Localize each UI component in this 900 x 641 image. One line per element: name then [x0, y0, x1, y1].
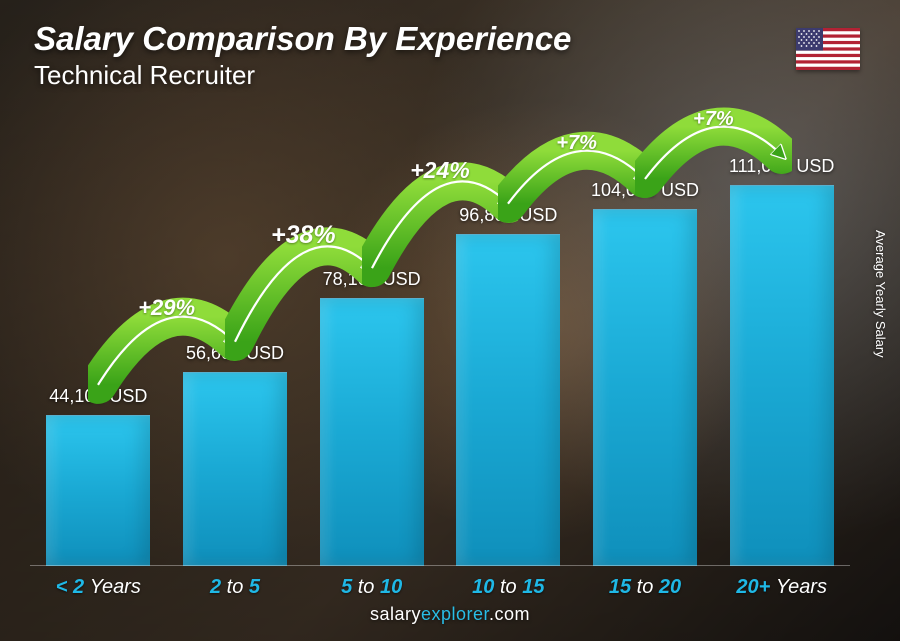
bar-value-label: 104,000 USD — [577, 180, 714, 201]
page-subtitle: Technical Recruiter — [34, 60, 255, 91]
bar-value-label: 78,100 USD — [303, 269, 440, 290]
chart-container: Salary Comparison By Experience Technica… — [0, 0, 900, 641]
xaxis-tick: 20+ Years — [713, 566, 850, 599]
xaxis-tick: 10 to 15 — [440, 566, 577, 599]
bar-value-label: 96,800 USD — [440, 205, 577, 226]
bar-chart: 44,100 USD< 2 Years56,600 USD2 to 578,10… — [30, 120, 850, 566]
footer-suffix: .com — [489, 604, 530, 624]
chart-baseline — [30, 565, 850, 566]
bar-group: 104,000 USD15 to 20 — [577, 120, 714, 566]
footer-accent: explorer — [421, 604, 489, 624]
xaxis-tick: 2 to 5 — [167, 566, 304, 599]
page-title: Salary Comparison By Experience — [34, 20, 571, 58]
bar — [730, 185, 834, 566]
xaxis-tick: 15 to 20 — [577, 566, 714, 599]
bar — [593, 209, 697, 566]
bar — [320, 298, 424, 566]
bar — [183, 372, 287, 566]
bar-value-label: 56,600 USD — [167, 343, 304, 364]
xaxis-tick: 5 to 10 — [303, 566, 440, 599]
bar-group: 111,000 USD20+ Years — [713, 120, 850, 566]
flag-icon — [796, 28, 860, 70]
bar-value-label: 44,100 USD — [30, 386, 167, 407]
footer-attribution: salaryexplorer.com — [0, 604, 900, 625]
footer-prefix: salary — [370, 604, 421, 624]
yaxis-label: Average Yearly Salary — [873, 230, 888, 358]
bar-group: 78,100 USD5 to 10 — [303, 120, 440, 566]
bar — [46, 415, 150, 566]
bar-value-label: 111,000 USD — [713, 156, 850, 177]
bar-group: 96,800 USD10 to 15 — [440, 120, 577, 566]
bar-group: 56,600 USD2 to 5 — [167, 120, 304, 566]
xaxis-tick: < 2 Years — [30, 566, 167, 599]
bar-group: 44,100 USD< 2 Years — [30, 120, 167, 566]
bar — [456, 234, 560, 566]
